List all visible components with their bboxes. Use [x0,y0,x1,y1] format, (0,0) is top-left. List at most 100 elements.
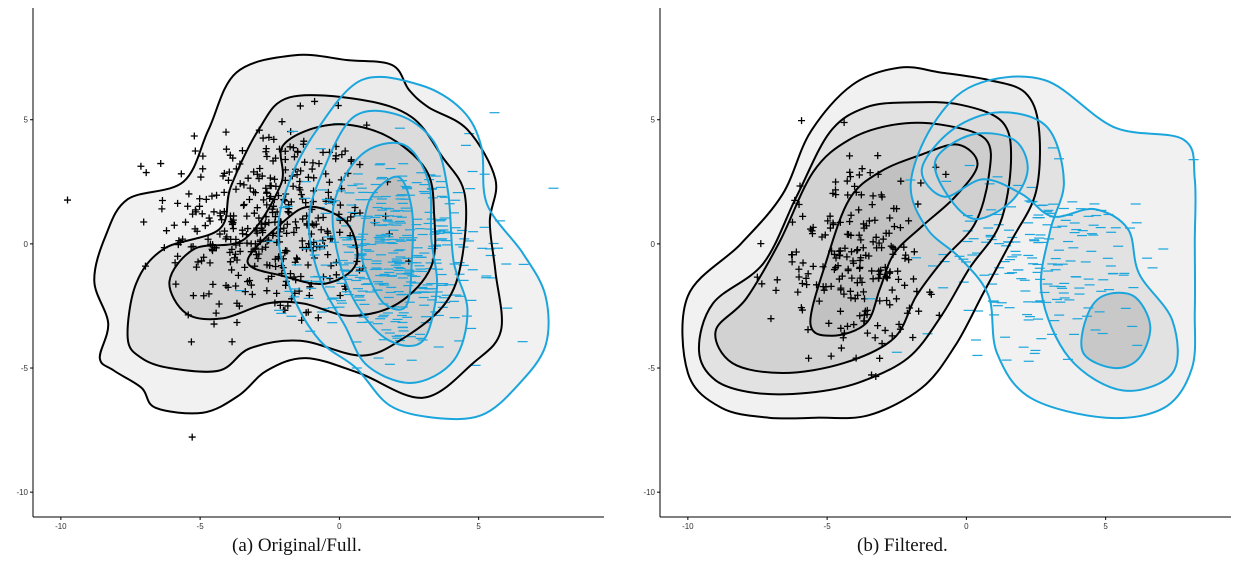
point-plus [260,196,268,204]
y-tick-label: 0 [24,240,29,249]
point-plus [234,271,242,279]
point-plus [281,155,289,163]
point-plus [886,268,894,276]
point-plus [844,191,852,199]
point-plus [209,247,217,255]
point-plus [797,304,805,312]
point-plus [297,167,305,175]
point-plus [272,154,280,162]
point-plus [310,174,318,182]
contour-line-series1-level3 [360,175,415,311]
point-plus [857,236,865,244]
point-plus [900,243,908,251]
point-plus [878,244,886,252]
point-plus [297,273,305,281]
point-plus [304,261,312,269]
point-plus [915,307,923,315]
point-plus [296,102,304,110]
point-plus [233,318,241,326]
point-plus [269,208,277,216]
point-plus [794,288,802,296]
point-plus [902,251,910,259]
point-plus [241,288,249,296]
scatter-series-0 [753,117,950,381]
contour-line-series1-level0 [909,75,1197,420]
point-plus [210,320,218,328]
point-plus [304,308,312,316]
point-plus [263,287,271,295]
point-plus [881,326,889,334]
point-plus [827,282,835,290]
point-plus [174,252,182,260]
point-plus [890,223,898,231]
point-plus [289,182,297,190]
point-plus [325,178,333,186]
point-plus [914,200,922,208]
point-plus [284,302,292,310]
point-plus [875,267,883,275]
point-plus [174,199,182,207]
point-plus [347,157,355,165]
point-plus [857,191,865,199]
x-tick-label: 5 [1103,522,1108,530]
point-plus [266,262,274,270]
point-plus [208,192,216,200]
point-plus [878,193,886,201]
point-plus [222,145,230,153]
point-plus [804,270,812,278]
caption-original-full: (a) Original/Full. [232,535,362,556]
point-plus [216,230,224,238]
point-plus [773,276,781,284]
point-plus [871,216,879,224]
point-plus [137,162,145,170]
point-plus [299,215,307,223]
point-plus [865,252,873,260]
panel-filtered: -10 -5 0 5 -10 -5 0 5 (b) Filtered. [627,0,1247,575]
point-plus [286,143,294,151]
point-plus [177,170,185,178]
point-plus [163,227,171,235]
point-plus [140,218,148,226]
contour-line-series0-level0 [681,66,1041,420]
point-plus [843,177,851,185]
point-plus [905,217,913,225]
point-plus [856,312,864,320]
point-plus [172,280,180,288]
contour-line-series1-level0 [277,75,550,421]
point-plus [228,266,236,274]
point-plus [853,247,861,255]
point-plus [347,213,355,221]
point-plus [298,244,306,252]
x-tick-label: -5 [824,522,832,530]
point-plus [309,159,317,167]
point-plus [799,259,807,267]
point-plus [226,212,234,220]
point-plus [888,286,896,294]
x-tick-label: 0 [964,522,969,530]
point-plus [848,274,856,282]
point-plus [799,212,807,220]
point-plus [271,175,279,183]
point-plus [212,309,220,317]
point-plus [292,218,300,226]
point-plus [757,240,765,248]
point-plus [225,168,233,176]
point-plus [897,177,905,185]
point-plus [334,102,342,110]
point-plus [847,211,855,219]
point-plus [220,188,228,196]
point-plus [865,217,873,225]
point-plus [231,250,239,258]
point-plus [874,152,882,160]
point-plus [224,283,232,291]
point-plus [346,232,354,240]
point-plus [250,168,258,176]
point-plus [302,199,310,207]
point-plus [252,251,260,259]
point-plus [807,225,815,233]
point-plus [846,152,854,160]
y-tick-label: -10 [643,488,655,497]
contour-line-series1-level2 [933,132,1029,221]
point-plus [286,270,294,278]
point-plus [205,214,213,222]
